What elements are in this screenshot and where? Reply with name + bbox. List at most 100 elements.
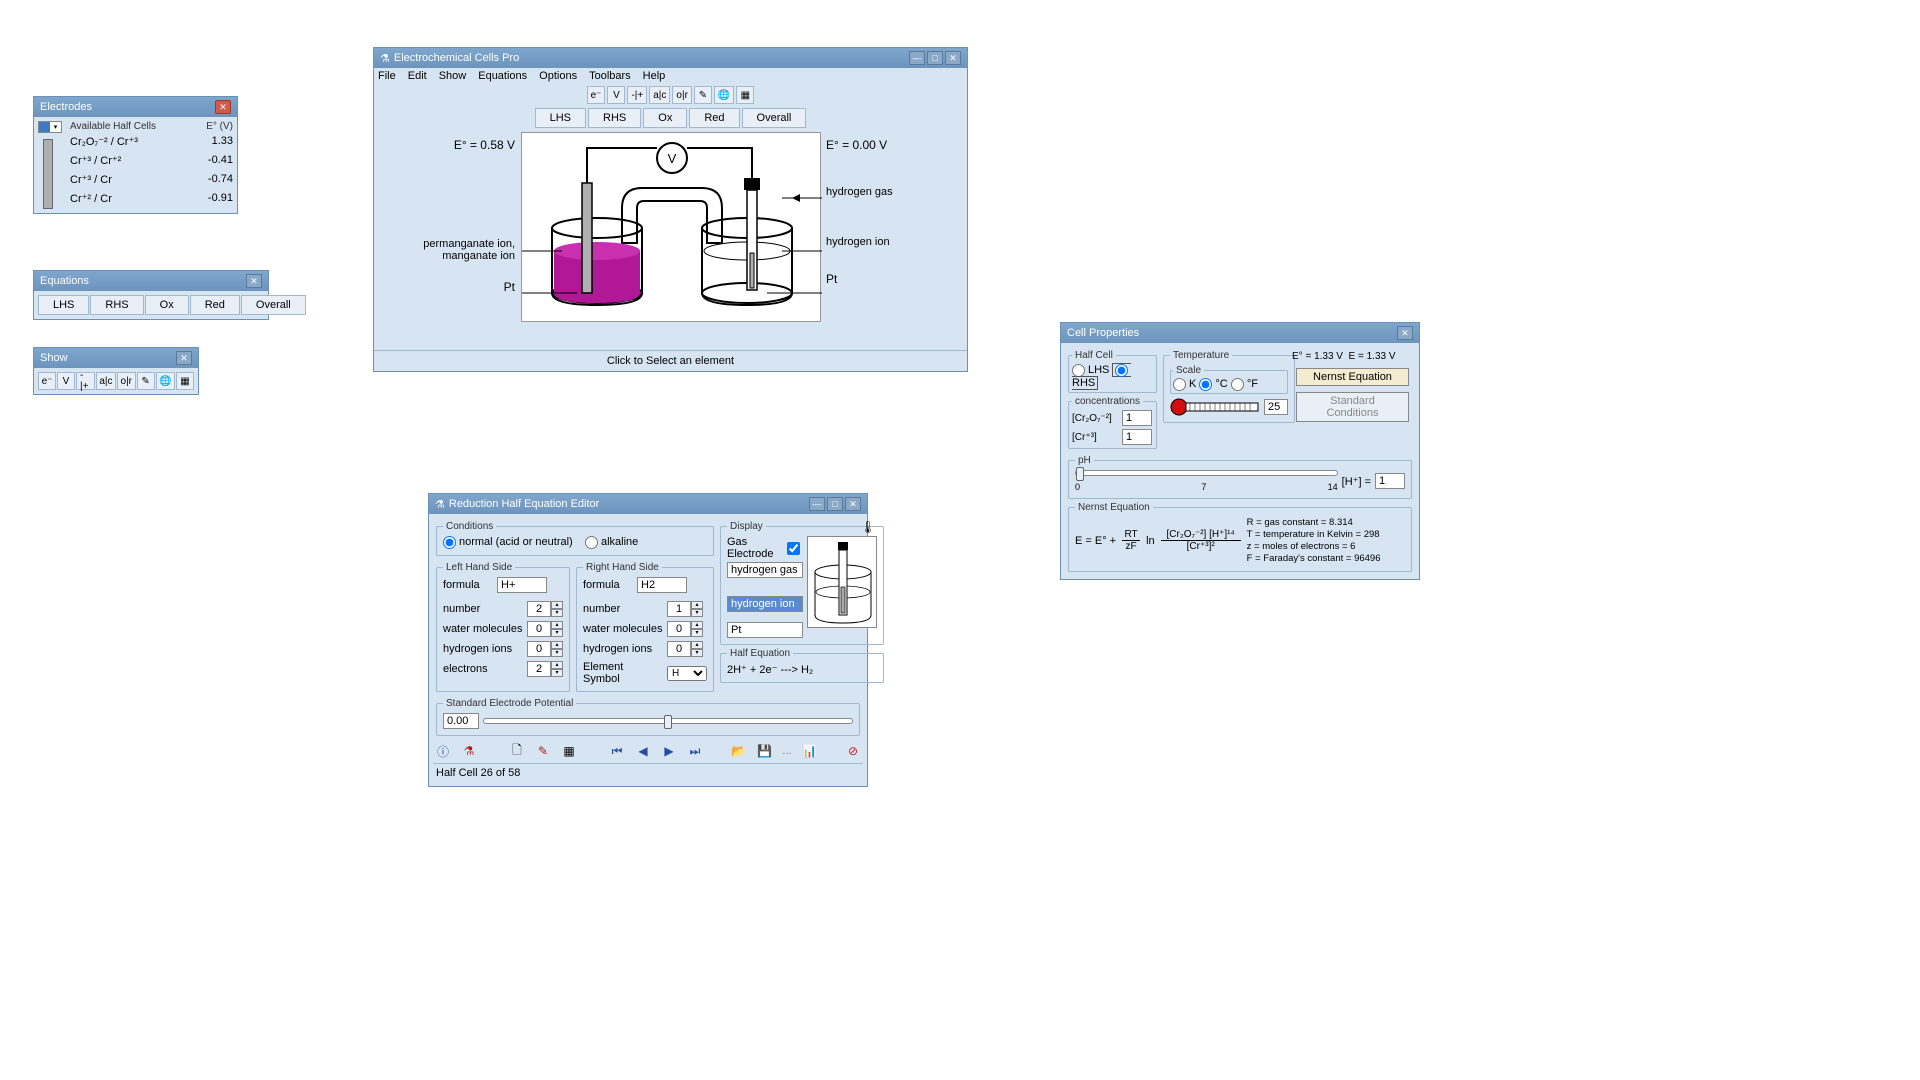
- tab-overall[interactable]: Overall: [742, 108, 807, 128]
- toolbtn[interactable]: -|+: [76, 372, 95, 390]
- lhs-formula-input[interactable]: [497, 577, 547, 593]
- equations-titlebar[interactable]: Equations ✕: [34, 271, 268, 291]
- radio-lhs[interactable]: LHS: [1072, 364, 1109, 376]
- ion-name-input[interactable]: [727, 596, 803, 612]
- radio-f[interactable]: °F: [1231, 378, 1258, 390]
- rhs-number-spin[interactable]: ▴▾: [667, 601, 703, 617]
- toolbtn[interactable]: a|c: [96, 372, 116, 390]
- close-icon[interactable]: ✕: [845, 497, 861, 511]
- chart-icon[interactable]: 📊: [802, 743, 818, 759]
- last-icon[interactable]: ⏭: [687, 743, 703, 759]
- element-symbol-select[interactable]: H: [667, 666, 707, 681]
- close-icon[interactable]: ✕: [246, 274, 262, 288]
- radio-k[interactable]: K: [1173, 378, 1196, 390]
- close-icon[interactable]: ✕: [945, 51, 961, 65]
- menu-toolbars[interactable]: Toolbars: [589, 70, 631, 82]
- half-equation-group: Half Equation 2H⁺ + 2e⁻ ---> H₂: [720, 648, 884, 683]
- toolbtn[interactable]: V: [57, 372, 75, 390]
- radio-normal[interactable]: normal (acid or neutral): [443, 536, 573, 548]
- tab-rhs[interactable]: RHS: [90, 295, 143, 315]
- info-icon[interactable]: ⓘ: [435, 743, 451, 759]
- maximize-icon[interactable]: □: [827, 497, 843, 511]
- minimize-icon[interactable]: —: [909, 51, 925, 65]
- rhs-formula-input[interactable]: [637, 577, 687, 593]
- conc1-input[interactable]: [1122, 410, 1152, 426]
- toolbtn[interactable]: ✎: [137, 372, 155, 390]
- ph-slider[interactable]: 0714: [1075, 470, 1338, 492]
- editor-titlebar[interactable]: ⚗Reduction Half Equation Editor — □ ✕: [429, 494, 867, 514]
- gas-electrode-check[interactable]: [787, 542, 800, 555]
- close-icon[interactable]: ✕: [215, 100, 231, 114]
- tab-overall[interactable]: Overall: [241, 295, 306, 315]
- electrode-row[interactable]: Cr⁺² / Cr-0.91: [70, 189, 233, 208]
- toolbtn[interactable]: a|c: [649, 86, 670, 104]
- tab-red[interactable]: Red: [689, 108, 739, 128]
- toolbtn[interactable]: o|r: [672, 86, 692, 104]
- menu-equations[interactable]: Equations: [478, 70, 527, 82]
- open-icon[interactable]: 📂: [730, 743, 746, 759]
- menu-options[interactable]: Options: [539, 70, 577, 82]
- electrode-row[interactable]: Cr₂O₇⁻² / Cr⁺³1.33: [70, 132, 233, 151]
- radio-c[interactable]: °C: [1199, 378, 1227, 390]
- new-icon[interactable]: 🗋: [509, 743, 525, 759]
- rhs-h-spin[interactable]: ▴▾: [667, 641, 703, 657]
- lhs-e-spin[interactable]: ▴▾: [527, 661, 563, 677]
- sep-value-input[interactable]: [443, 713, 479, 729]
- toolbtn[interactable]: o|r: [117, 372, 136, 390]
- close-icon[interactable]: ✕: [1397, 326, 1413, 340]
- toolbtn[interactable]: V: [607, 86, 625, 104]
- main-titlebar[interactable]: ⚗Electrochemical Cells Pro — □ ✕: [374, 48, 967, 68]
- tab-lhs[interactable]: LHS: [38, 295, 89, 315]
- toolbtn[interactable]: ▦: [736, 86, 754, 104]
- menu-edit[interactable]: Edit: [408, 70, 427, 82]
- electrode-row[interactable]: Cr⁺³ / Cr⁺²-0.41: [70, 151, 233, 170]
- minimize-icon[interactable]: —: [809, 497, 825, 511]
- lhs-water-spin[interactable]: ▴▾: [527, 621, 563, 637]
- show-titlebar[interactable]: Show ✕: [34, 348, 198, 368]
- toolbtn[interactable]: 🌐: [156, 372, 175, 390]
- close-icon[interactable]: ✕: [176, 351, 192, 365]
- thermometer[interactable]: [1170, 398, 1288, 416]
- temp-input[interactable]: [1264, 399, 1288, 415]
- rhs-water-spin[interactable]: ▴▾: [667, 621, 703, 637]
- menu-show[interactable]: Show: [439, 70, 467, 82]
- electrode-row[interactable]: Cr⁺³ / Cr-0.74: [70, 170, 233, 189]
- toolbtn[interactable]: e⁻: [38, 372, 56, 390]
- toolbtn[interactable]: e⁻: [587, 86, 606, 104]
- cell-diagram[interactable]: V: [521, 132, 821, 322]
- element-selector[interactable]: ▾: [38, 121, 66, 209]
- h-conc-input[interactable]: [1375, 473, 1405, 489]
- lhs-h-spin[interactable]: ▴▾: [527, 641, 563, 657]
- first-icon[interactable]: ⏮: [609, 743, 625, 759]
- electrodes-titlebar[interactable]: Electrodes ✕: [34, 97, 237, 117]
- tab-rhs[interactable]: RHS: [588, 108, 641, 128]
- menu-file[interactable]: File: [378, 70, 396, 82]
- menu-help[interactable]: Help: [643, 70, 666, 82]
- thermometer-icon[interactable]: 🌡: [860, 519, 876, 535]
- toolbtn[interactable]: ✎: [694, 86, 712, 104]
- sep-slider[interactable]: [483, 718, 853, 724]
- toolbtn[interactable]: -|+: [627, 86, 647, 104]
- save-icon[interactable]: 💾: [756, 743, 772, 759]
- toolbtn[interactable]: 🌐: [714, 86, 734, 104]
- tab-ox[interactable]: Ox: [643, 108, 687, 128]
- nernst-button[interactable]: Nernst Equation: [1296, 368, 1409, 386]
- tab-red[interactable]: Red: [190, 295, 240, 315]
- edit-icon[interactable]: ✎: [535, 743, 551, 759]
- next-icon[interactable]: ▶: [661, 743, 677, 759]
- metal-name-input[interactable]: [727, 622, 803, 638]
- grid-icon[interactable]: ▦: [561, 743, 577, 759]
- props-titlebar[interactable]: Cell Properties ✕: [1061, 323, 1419, 343]
- prev-icon[interactable]: ◀: [635, 743, 651, 759]
- maximize-icon[interactable]: □: [927, 51, 943, 65]
- lhs-group: Left Hand Side formula number▴▾ water mo…: [436, 562, 570, 692]
- gas-name-input[interactable]: [727, 562, 803, 578]
- radio-alkaline[interactable]: alkaline: [585, 536, 638, 548]
- lhs-number-spin[interactable]: ▴▾: [527, 601, 563, 617]
- toolbtn[interactable]: ▦: [176, 372, 194, 390]
- delete-icon[interactable]: ⊘: [845, 743, 861, 759]
- tab-lhs[interactable]: LHS: [535, 108, 586, 128]
- beaker-icon[interactable]: ⚗: [461, 743, 477, 759]
- conc2-input[interactable]: [1122, 429, 1152, 445]
- tab-ox[interactable]: Ox: [145, 295, 189, 315]
